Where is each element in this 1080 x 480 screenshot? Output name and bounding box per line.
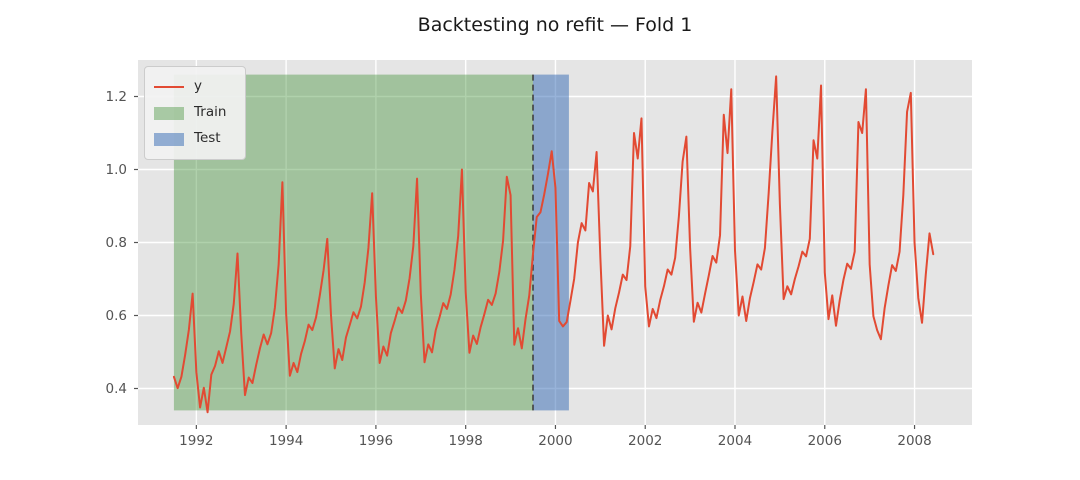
legend-label-train: Train (194, 104, 227, 121)
x-tick-label: 2008 (897, 433, 932, 449)
x-tick-label: 2002 (628, 433, 663, 449)
legend: y Train Test (144, 66, 246, 160)
x-tick-label: 1994 (268, 433, 304, 449)
x-tick-label: 2000 (538, 433, 573, 449)
x-tick-label: 2004 (717, 433, 753, 449)
series-y-line (172, 75, 935, 414)
y-tick-label: 0.6 (105, 307, 127, 324)
train-patch-icon (154, 106, 184, 120)
y-tick-label: 0.8 (105, 234, 127, 251)
test-region (533, 74, 569, 411)
legend-item-test: Test (154, 126, 235, 152)
test-patch-icon (154, 132, 184, 146)
x-tick-label: 1996 (358, 433, 394, 449)
chart-canvas (134, 60, 972, 429)
x-tick-label: 1998 (448, 433, 483, 449)
y-tick-label: 0.4 (105, 380, 127, 397)
chart-title: Backtesting no refit — Fold 1 (417, 14, 693, 36)
line-swatch-icon (154, 86, 184, 88)
plot-area (134, 60, 972, 429)
legend-item-train: Train (154, 100, 235, 126)
legend-label-test: Test (194, 130, 221, 147)
y-tick-label: 1.0 (105, 161, 127, 178)
legend-label-y: y (194, 78, 202, 95)
legend-item-y: y (154, 74, 235, 100)
y-tick-label: 1.2 (105, 88, 127, 105)
x-tick-label: 2006 (807, 433, 842, 449)
x-tick-label: 1992 (179, 433, 214, 449)
